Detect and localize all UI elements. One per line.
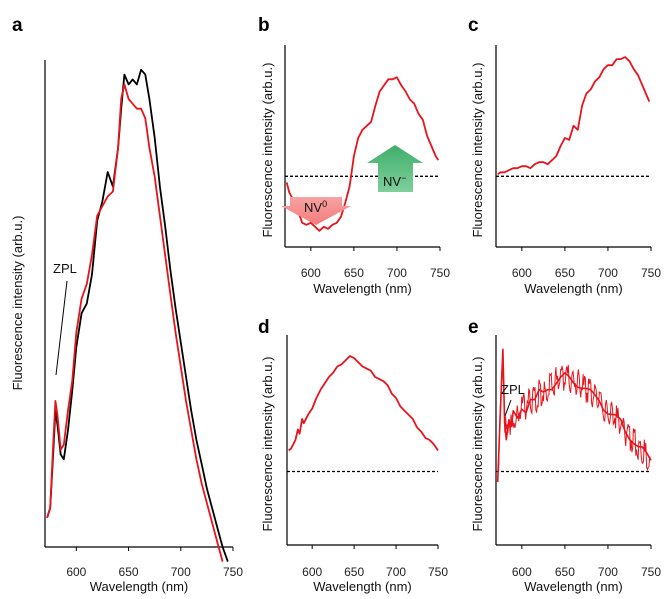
panel-e: 600 650 700 750 Wavelength (nm) Fluorescence … [470, 335, 661, 594]
x-tick-label: 700 [387, 266, 407, 280]
y-axis-label: Fluorescence intensity (arb.u.) [260, 357, 275, 532]
series-noise [498, 364, 651, 472]
x-axis-label: Wavelength (nm) [90, 579, 189, 594]
x-axis-label: Wavelength (nm) [313, 579, 412, 594]
y-axis-label: Fluorescence intensity (arb.u.) [470, 357, 485, 532]
x-axis-label: Wavelength (nm) [313, 281, 412, 296]
nv-minus-label: NV− [383, 173, 406, 189]
x-tick-label: 650 [344, 266, 364, 280]
x-tick-label: 750 [223, 565, 243, 579]
panel-a: 600 650 700 750 Wavelength (nm) Fluorescence … [10, 60, 243, 594]
x-tick-label: 600 [512, 565, 532, 579]
x-tick-label: 750 [641, 565, 661, 579]
nv-minus-arrow: NV− [367, 145, 423, 192]
panel-b: 600 650 700 750 Wavelength (nm) Fluorescence … [260, 45, 450, 296]
x-tick-label: 600 [66, 565, 86, 579]
series-line [46, 68, 229, 562]
panel-c: 600 650 700 750 Wavelength (nm) Fluorescence … [470, 45, 661, 296]
panel-letter-b: b [258, 15, 270, 36]
panel-letter-a: a [12, 15, 23, 36]
zpl-annotation-e: ZPL [501, 382, 525, 417]
series-line [497, 56, 651, 176]
nv0-arrow: NV0 [281, 197, 351, 225]
y-axis-label: Fluorescence intensity (arb.u.) [470, 63, 485, 238]
x-tick-label: 600 [301, 266, 321, 280]
panel-letter-d: d [258, 317, 270, 338]
x-tick-label: 700 [171, 565, 191, 579]
panel-letter-e: e [468, 317, 479, 338]
x-tick-label: 600 [302, 565, 322, 579]
panel-d: 600 650 700 750 Wavelength (nm) Fluorescence … [260, 335, 448, 594]
series-line [288, 355, 439, 452]
x-tick-label: 750 [430, 266, 450, 280]
x-axis-label: Wavelength (nm) [524, 281, 623, 296]
x-tick-label: 700 [598, 266, 618, 280]
x-tick-label: 750 [428, 565, 448, 579]
zpl-label-e: ZPL [501, 382, 525, 397]
y-axis-label: Fluorescence intensity (arb.u.) [260, 63, 275, 238]
series-line [285, 76, 440, 232]
nv0-label: NV0 [304, 199, 327, 215]
x-tick-label: 650 [555, 565, 575, 579]
x-tick-label: 700 [598, 565, 618, 579]
series-line [46, 83, 224, 562]
zpl-annotation-a: ZPL [53, 261, 77, 376]
y-axis-label: Fluorescence intensity (arb.u.) [10, 216, 25, 391]
x-tick-label: 600 [512, 266, 532, 280]
x-tick-label: 650 [344, 565, 364, 579]
x-tick-label: 650 [119, 565, 139, 579]
zpl-label-a: ZPL [53, 261, 77, 276]
x-tick-label: 700 [386, 565, 406, 579]
panel-letter-c: c [468, 15, 479, 36]
x-tick-label: 650 [555, 266, 575, 280]
x-axis-label: Wavelength (nm) [524, 579, 623, 594]
x-tick-label: 750 [641, 266, 661, 280]
